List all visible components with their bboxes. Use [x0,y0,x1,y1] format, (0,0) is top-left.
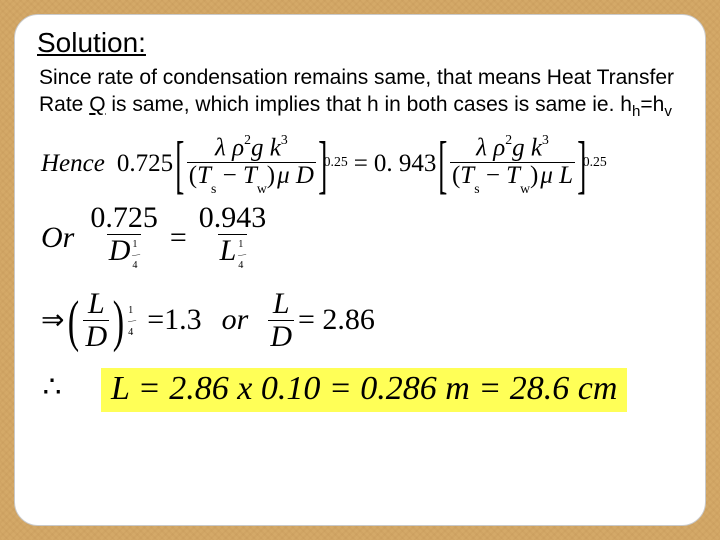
eq3-mid: =1.3 [147,303,201,337]
den-Tw: T [243,162,257,189]
num2-gk: g k [512,135,542,162]
rhs-exp-b: 4 [238,261,243,272]
equation-1: Hence 0.725 [ λ ρ2g k3 (Ts − Tw)μ D ] 0.… [41,135,683,192]
frac-rhs: 0.943 L1∕4 [197,202,269,274]
equals2: = [170,221,187,255]
final-row: ∴ L = 2.86 x 0.10 = 0.286 m = 28.6 cm [37,362,683,412]
eq3-or: or [222,303,249,337]
den-s: s [211,181,216,196]
exp1: 0.25 [324,154,348,170]
num2-lrho: λ ρ [476,135,505,162]
den-Ts: T [197,162,211,189]
lhs-D: D [109,234,131,267]
lhs-exp-t: 1 [130,240,139,251]
coef2: 0. 943 [374,150,437,178]
equation-2: Or 0.725 D1∕4 = 0.943 L1∕4 [41,202,683,274]
num-exp2: 2 [244,132,251,147]
intro-h: h [367,93,379,116]
den2-w: w [520,181,530,196]
coef1: 0.725 [117,150,173,178]
den-w: w [257,181,267,196]
intro-hh-l: h [620,93,632,116]
LD-L: L [86,288,107,320]
LD2-D: D [268,320,294,353]
LD2-L: L [271,288,292,320]
ld-exp-t: 1 [126,306,135,317]
frac1: λ ρ2g k3 (Ts − Tw)μ D [187,135,316,192]
hence-label: Hence [41,150,105,178]
intro-part3: in both cases is same ie. [379,93,621,116]
frac-lhs: 0.725 D1∕4 [88,202,160,274]
lhs-num: 0.725 [88,202,160,234]
intro-hv-l: h [653,93,665,116]
solution-heading: Solution: [37,27,683,59]
therefore-symbol: ∴ [37,370,67,405]
LD-frac2: L D [268,288,294,352]
num-exp3: 3 [281,132,288,147]
frac2: λ ρ2g k3 (Ts − Tw)μ L [450,135,575,192]
equals1: = [354,150,368,178]
rhs-num: 0.943 [197,202,269,234]
den2-muL: μ L [540,162,573,189]
lhs-exp-b: 4 [132,261,137,272]
solution-card: Solution: Since rate of condensation rem… [14,14,706,526]
final-result: L = 2.86 x 0.10 = 0.286 m = 28.6 cm [101,368,627,412]
eq3-rhs: = 2.86 [298,303,375,337]
exp2: 0.25 [583,154,607,170]
lparen: ( [68,302,79,342]
num2-exp2: 2 [505,132,512,147]
intro-part2: is same, which implies that [106,93,367,116]
num-lrho: λ ρ [215,135,244,162]
rhs-L: L [220,234,237,267]
intro-text: Since rate of condensation remains same,… [39,65,677,121]
ld-exp: 1∕4 [126,306,135,338]
LD-D: D [83,320,109,353]
den2-Tw: T [506,162,520,189]
den2-Ts: T [460,162,474,189]
equation-3: ⇒ ( L D ) 1∕4 =1.3 or L D = 2.86 [41,288,683,352]
implies-symbol: ⇒ [41,303,64,337]
den-muD: μ D [277,162,314,189]
intro-Q: Q [89,93,105,116]
lhs-exp: 1∕4 [130,240,139,272]
num2-exp3: 3 [542,132,549,147]
den2-s: s [474,181,479,196]
intro-hv-sub: v [664,103,672,120]
den-minus: − [216,162,243,189]
or-label: Or [41,221,74,255]
intro-eq: = [640,93,652,116]
rparen: ) [113,302,124,342]
rhs-exp-t: 1 [236,240,245,251]
rhs-exp: 1∕4 [236,240,245,272]
lbracket2: [ [439,148,448,184]
LD-frac: L D [83,288,109,352]
den2-minus: − [480,162,507,189]
num-gk: g k [251,135,281,162]
lbracket1: [ [175,148,184,184]
ld-exp-b: 4 [128,328,133,339]
